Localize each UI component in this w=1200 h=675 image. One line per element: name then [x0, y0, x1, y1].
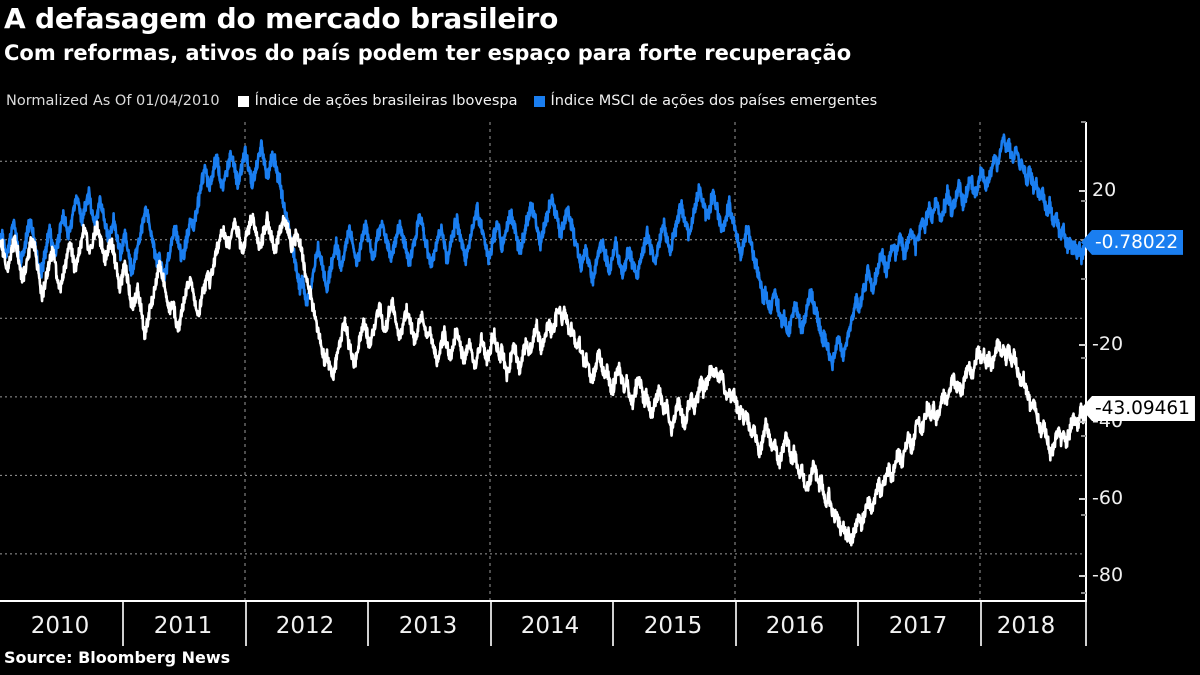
x-axis-tick-label: 2011: [153, 613, 213, 639]
y-axis-tick-mark: [1079, 421, 1086, 423]
y-axis-minor-tick: [1081, 356, 1086, 359]
normalized-note: Normalized As Of 01/04/2010: [6, 93, 220, 109]
legend-item-ibovespa[interactable]: Índice de ações brasileiras Ibovespa: [237, 91, 518, 111]
x-axis-tick-separator: [490, 602, 492, 646]
plot-area: [0, 122, 1086, 601]
series-line-msci: [0, 133, 1086, 372]
y-axis-minor-tick: [1081, 435, 1086, 438]
y-axis-minor-tick: [1081, 199, 1086, 202]
callout-value-msci: -0.78022: [1095, 231, 1179, 253]
y-axis-tick-label: -60: [1092, 487, 1124, 509]
y-axis-minor-tick: [1081, 513, 1086, 516]
status-badge-msci-value: -0.78022: [1081, 229, 1184, 255]
y-axis-minor-tick: [1081, 278, 1086, 281]
x-axis-tick-separator: [367, 602, 369, 646]
y-axis-tick-label: -20: [1092, 333, 1124, 355]
y-axis-tick-label: 20: [1092, 179, 1117, 201]
gridlines: [0, 122, 1086, 601]
y-axis-tick-mark: [1079, 344, 1086, 346]
x-axis-tick-label: 2017: [888, 613, 948, 639]
x-axis-tick-label: 2013: [398, 613, 458, 639]
legend-swatch-icon-ibovespa: [237, 95, 249, 107]
callout-value-ibovespa: -43.09461: [1095, 397, 1190, 419]
page-subtitle: Com reformas, ativos do país podem ter e…: [4, 41, 852, 65]
x-axis-tick-label: 2016: [765, 613, 825, 639]
x-axis-tick-separator: [245, 602, 247, 646]
x-axis-tick-label: 2018: [996, 613, 1056, 639]
chart-legend: Normalized As Of 01/04/2010 Índice de aç…: [6, 91, 893, 111]
x-axis-tick-separator: [980, 602, 982, 646]
x-axis-tick-label: 2010: [30, 613, 90, 639]
x-axis-tick-separator: [857, 602, 859, 646]
y-axis-tick-mark: [1079, 575, 1086, 577]
x-axis-tick-separator: [1085, 602, 1087, 646]
y-axis-minor-tick: [1081, 121, 1086, 123]
y-axis-line: [1085, 122, 1087, 601]
legend-label-ibovespa: Índice de ações brasileiras Ibovespa: [254, 93, 518, 109]
y-axis-tick-label: -80: [1092, 564, 1124, 586]
x-axis-line: [0, 600, 1087, 602]
legend-label-msci: Índice MSCI de ações dos países emergent…: [550, 93, 878, 109]
legend-item-msci[interactable]: Índice MSCI de ações dos países emergent…: [533, 91, 878, 111]
x-axis-tick-separator: [735, 602, 737, 646]
chart-svg: [0, 122, 1086, 601]
y-axis-tick-mark: [1079, 498, 1086, 500]
x-axis-tick-label: 2012: [275, 613, 335, 639]
y-axis-tick-mark: [1079, 190, 1086, 192]
x-axis-tick-separator: [612, 602, 614, 646]
source-note: Source: Bloomberg News: [4, 648, 231, 667]
x-axis-tick-label: 2014: [520, 613, 580, 639]
legend-swatch-icon-msci: [533, 95, 545, 107]
series-line-ibovespa: [0, 211, 1086, 547]
page-title: A defasagem do mercado brasileiro: [4, 2, 559, 35]
y-axis-minor-tick: [1081, 592, 1086, 595]
status-badge-ibovespa-value: -43.09461: [1081, 395, 1195, 421]
series-lines: [0, 133, 1086, 547]
x-axis-tick-label: 2015: [643, 613, 703, 639]
x-axis-tick-separator: [122, 602, 124, 646]
